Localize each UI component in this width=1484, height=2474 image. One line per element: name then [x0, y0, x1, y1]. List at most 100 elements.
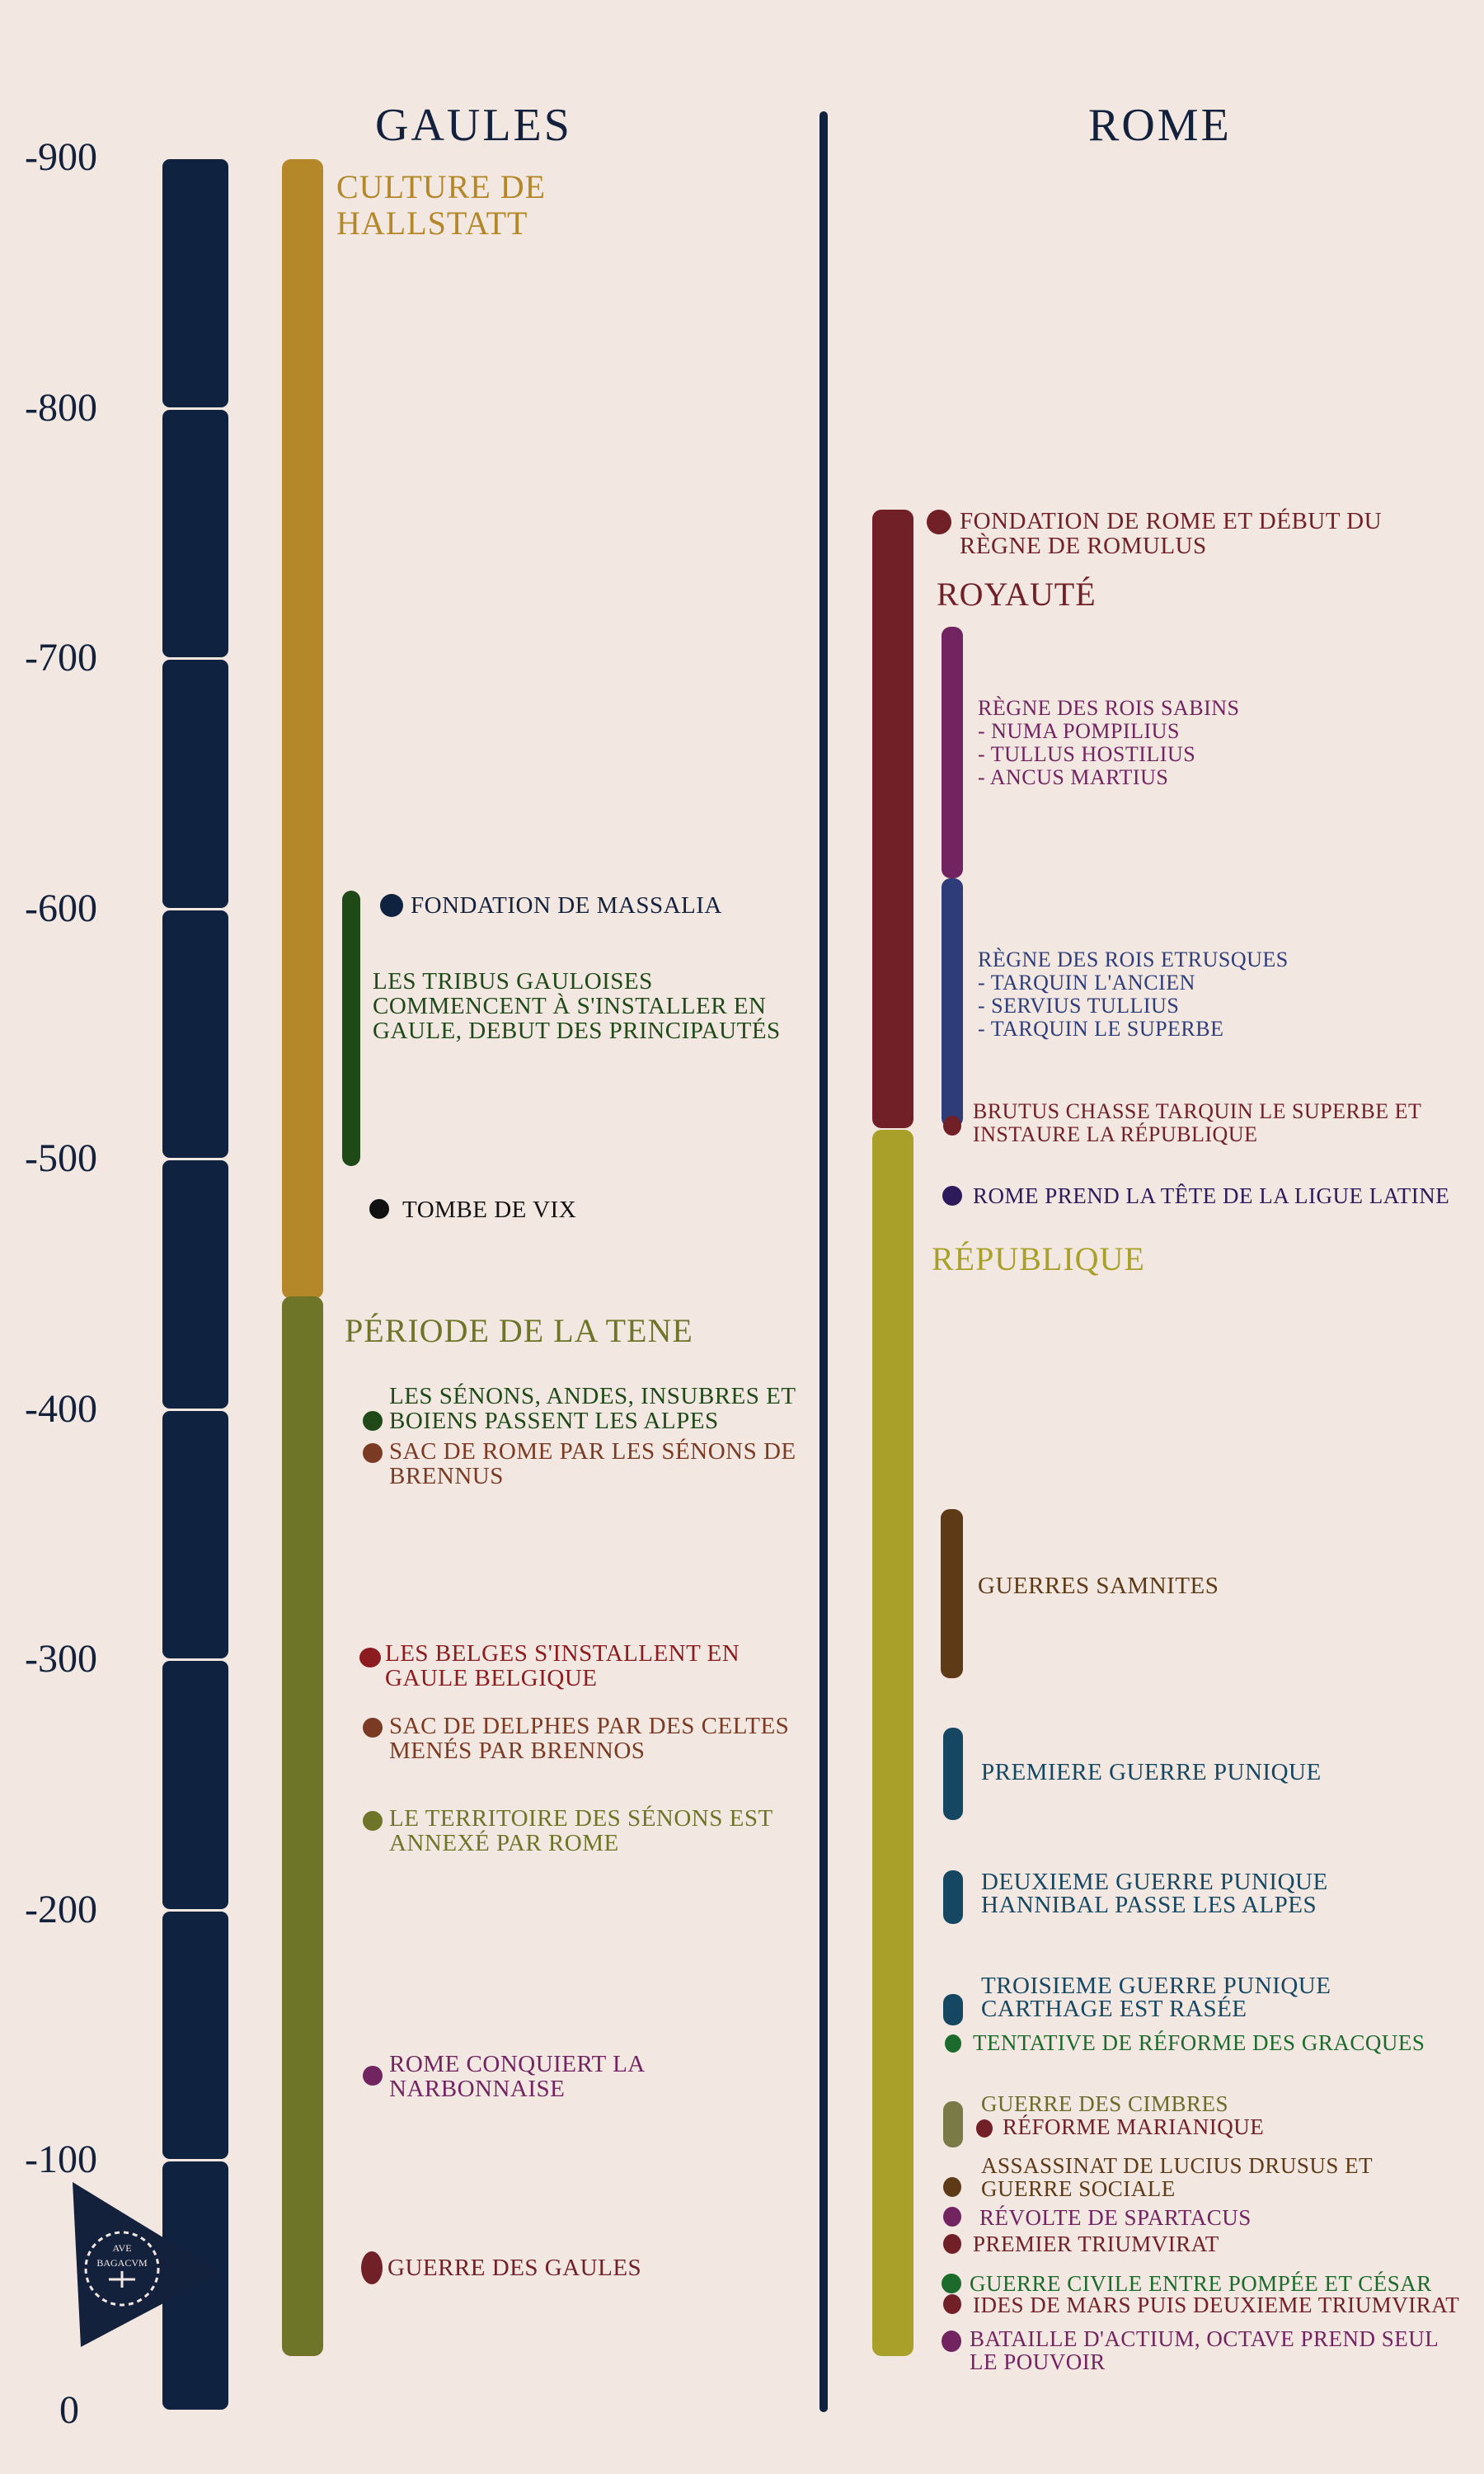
guerre-gaules-text: GUERRE DES GAULES — [387, 2255, 642, 2281]
massalia-text: FONDATION DE MASSALIA — [411, 892, 722, 919]
delphes-dot — [363, 1718, 383, 1738]
vix-text: TOMBE DE VIX — [402, 1197, 577, 1223]
sabins-bar — [942, 627, 963, 878]
sac-rome-dot — [363, 1443, 383, 1463]
logo-pennant-icon: AVE BAGACVM — [73, 2182, 221, 2347]
tribus-text: LES TRIBUS GAULOISES COMMENCENT À S'INST… — [373, 968, 781, 1044]
header-gaules: GAULES — [375, 100, 572, 151]
tene-bar — [282, 1296, 323, 2356]
spartacus-dot — [943, 2207, 961, 2227]
punique1-bar — [943, 1728, 963, 1820]
punique2-line1: DEUXIEME GUERRE PUNIQUE — [981, 1869, 1328, 1895]
fondation-dot — [927, 510, 951, 534]
timeline-segment — [162, 1661, 228, 1909]
gracques-text: TENTATIVE DE RÉFORME DES GRACQUES — [973, 2030, 1425, 2055]
etrusques-title: RÈGNE DES ROIS ETRUSQUES — [978, 948, 1289, 971]
royaute-bar — [872, 510, 913, 1128]
brutus-text: BRUTUS CHASSE TARQUIN LE SUPERBE ET INST… — [973, 1099, 1421, 1146]
timeline-segment — [162, 159, 228, 407]
etrusques-king: - TARQUIN L'ANCIEN — [978, 971, 1195, 995]
drusus-dot — [943, 2177, 961, 2197]
guerre-gaules-dot — [361, 2251, 383, 2284]
triumvirat1-dot — [943, 2234, 961, 2254]
year-tick-label: -300 — [25, 1637, 97, 1681]
territoire-dot — [363, 1811, 383, 1831]
territoire-text: LE TERRITOIRE DES SÉNONS EST ANNEXÉ PAR … — [389, 1805, 773, 1856]
mariane-text: RÉFORME MARIANIQUE — [1003, 2114, 1265, 2139]
punique3-text: TROISIEME GUERRE PUNIQUE CARTHAGE EST RA… — [981, 1973, 1331, 2022]
year-tick-label: -600 — [25, 886, 97, 930]
delphes-text: SAC DE DELPHES PAR DES CELTES MENÉS PAR … — [389, 1713, 790, 1764]
drusus-text: ASSASSINAT DE LUCIUS DRUSUS ET GUERRE SO… — [981, 2153, 1373, 2201]
royaute-label: ROYAUTÉ — [937, 576, 1097, 613]
sabins-title: RÈGNE DES ROIS SABINS — [978, 696, 1240, 720]
mariane-dot — [976, 2119, 993, 2138]
senons-alpes-text: LES SÉNONS, ANDES, INSUBRES ET BOIENS PA… — [389, 1383, 796, 1434]
samnites-text: GUERRES SAMNITES — [978, 1573, 1219, 1599]
belges-dot — [359, 1648, 381, 1667]
republique-bar — [872, 1130, 913, 2356]
actium-text: BATAILLE D'ACTIUM, OCTAVE PREND SEUL LE … — [970, 2326, 1439, 2374]
timeline-segment — [162, 910, 228, 1158]
logo-text-top: AVE — [112, 2242, 131, 2254]
cimbres-bar — [943, 2101, 963, 2147]
punique3-line2: CARTHAGE EST RASÉE — [981, 1996, 1247, 2022]
fondation-text: FONDATION DE ROME ET DÉBUT DU RÈGNE DE R… — [960, 508, 1383, 559]
massalia-dot — [380, 894, 403, 917]
cimbres-text: GUERRE DES CIMBRES — [981, 2091, 1229, 2116]
etrusques-king: - SERVIUS TULLIUS — [978, 994, 1180, 1018]
ligue-dot — [942, 1186, 962, 1206]
ligue-text: ROME PREND LA TÊTE DE LA LIGUE LATINE — [973, 1183, 1450, 1208]
year-tick-label: 0 — [59, 2387, 79, 2432]
timeline-segment — [162, 409, 228, 657]
punique3-bar — [943, 1994, 963, 2025]
year-tick-label: -700 — [25, 636, 97, 680]
hallstatt-label: CULTURE DE HALLSTATT — [336, 168, 547, 242]
punique2-bar — [943, 1870, 963, 1924]
republique-label: RÉPUBLIQUE — [932, 1240, 1145, 1277]
year-tick-label: -200 — [25, 1887, 97, 1931]
samnites-bar — [941, 1509, 963, 1678]
etrusques-king: - TARQUIN LE SUPERBE — [978, 1017, 1224, 1041]
spartacus-text: RÉVOLTE DE SPARTACUS — [979, 2205, 1252, 2230]
punique1-text: PREMIERE GUERRE PUNIQUE — [981, 1759, 1322, 1785]
timeline-segment — [162, 1410, 228, 1658]
gracques-dot — [945, 2034, 961, 2053]
brutus-dot — [943, 1116, 961, 1136]
year-tick-label: -400 — [25, 1386, 97, 1431]
tene-label: PÉRIODE DE LA TENE — [345, 1312, 693, 1349]
tribus-bar — [342, 891, 360, 1166]
header-rome: ROME — [1088, 100, 1232, 151]
year-tick-label: -800 — [25, 385, 97, 430]
belges-text: LES BELGES S'INSTALLENT EN GAULE BELGIQU… — [385, 1640, 740, 1691]
logo-text-bottom: BAGACVM — [96, 2257, 148, 2269]
timeline-segment — [162, 660, 228, 908]
vix-dot — [369, 1199, 389, 1219]
year-tick-label: -900 — [25, 135, 97, 179]
sabins-king: - ANCUS MARTIUS — [978, 765, 1169, 789]
actium-dot — [942, 2331, 961, 2352]
punique3-line1: TROISIEME GUERRE PUNIQUE — [981, 1973, 1331, 1999]
timeline-segment — [162, 1160, 228, 1409]
punique2-text: DEUXIEME GUERRE PUNIQUE HANNIBAL PASSE L… — [981, 1870, 1328, 1917]
sabins-text: RÈGNE DES ROIS SABINS - NUMA POMPILIUS -… — [978, 697, 1240, 789]
sabins-king: - TULLUS HOSTILIUS — [978, 742, 1196, 766]
civile-dot — [942, 2274, 961, 2293]
center-divider — [819, 111, 828, 2412]
ides-dot — [943, 2294, 961, 2314]
etrusques-bar — [942, 878, 963, 1127]
civile-text: GUERRE CIVILE ENTRE POMPÉE ET CÉSAR — [970, 2271, 1432, 2296]
narbonnaise-text: ROME CONQUIERT LA NARBONNAISE — [389, 2051, 645, 2102]
ave-bagacum-logo: AVE BAGACVM — [73, 2182, 229, 2355]
hallstatt-bar — [282, 159, 323, 1299]
ides-text: IDES DE MARS PUIS DEUXIEME TRIUMVIRAT — [973, 2293, 1460, 2317]
triumvirat1-text: PREMIER TRIUMVIRAT — [973, 2232, 1219, 2256]
sabins-king: - NUMA POMPILIUS — [978, 719, 1180, 743]
etrusques-text: RÈGNE DES ROIS ETRUSQUES - TARQUIN L'ANC… — [978, 948, 1289, 1041]
year-tick-label: -100 — [25, 2138, 97, 2181]
year-tick-label: -500 — [25, 1136, 97, 1180]
timeline-segment — [162, 1911, 228, 2159]
senons-alpes-dot — [363, 1411, 383, 1431]
sac-rome-text: SAC DE ROME PAR LES SÉNONS DE BRENNUS — [389, 1438, 796, 1489]
punique2-line2: HANNIBAL PASSE LES ALPES — [981, 1892, 1317, 1918]
